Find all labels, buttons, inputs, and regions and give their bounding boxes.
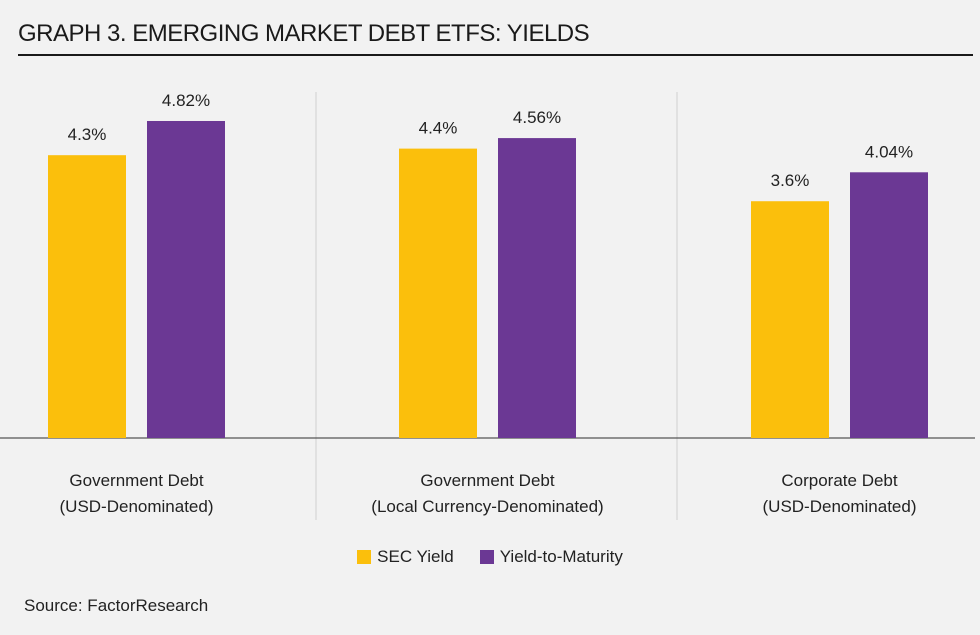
bar-sec-yield-0 (48, 155, 126, 438)
legend-swatch-sec-yield (357, 550, 372, 564)
data-label: 4.82% (162, 91, 210, 110)
category-label: (USD-Denominated) (763, 497, 917, 516)
chart-title: GRAPH 3. EMERGING MARKET DEBT ETFS: YIEL… (18, 20, 590, 47)
legend-item-sec-yield: SEC Yield (357, 547, 454, 567)
bar-chart: 4.3% 4.82% Government Debt (USD-Denominated… (0, 91, 975, 520)
bar-yield-to-maturity-0 (147, 120, 225, 438)
data-label: 4.56% (513, 108, 561, 127)
data-label: 4.3% (68, 125, 107, 144)
category-label: Government Debt (420, 471, 554, 490)
data-label: 4.04% (865, 142, 913, 161)
bar-sec-yield-1 (399, 148, 477, 438)
category-label: (USD-Denominated) (60, 497, 214, 516)
data-label: 4.4% (419, 119, 458, 138)
category-label: Government Debt (69, 471, 203, 490)
source-note: Source: FactorResearch (24, 596, 209, 615)
legend-item-ytm: Yield-to-Maturity (479, 547, 623, 567)
bar-yield-to-maturity-2 (850, 172, 928, 439)
title-divider (18, 54, 973, 56)
category-label: Corporate Debt (781, 471, 898, 490)
category-label: (Local Currency-Denominated) (371, 497, 603, 516)
bar-yield-to-maturity-1 (498, 138, 576, 439)
legend-swatch-ytm (479, 550, 494, 564)
legend-label-sec-yield: SEC Yield (377, 547, 454, 566)
bar-sec-yield-2 (751, 201, 829, 438)
data-label: 3.6% (771, 171, 810, 190)
legend-label-ytm: Yield-to-Maturity (499, 547, 623, 566)
legend: SEC Yield Yield-to-Maturity (0, 547, 980, 567)
